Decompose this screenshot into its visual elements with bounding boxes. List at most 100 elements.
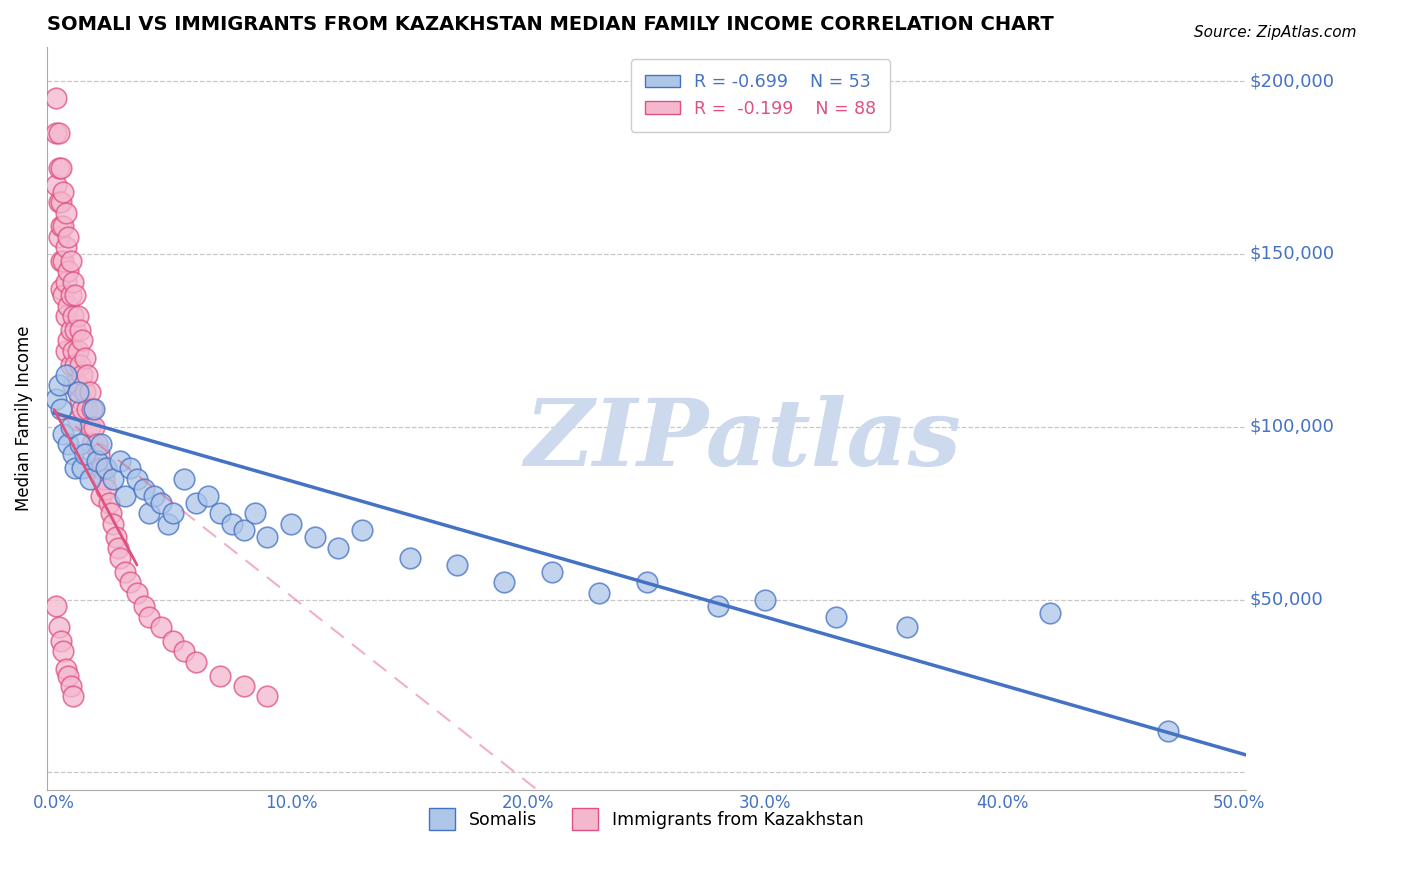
Point [52, 288, 75, 302]
Point [72, 334, 94, 348]
Point [69, 437, 91, 451]
Point [52, 253, 75, 268]
Point [83, 419, 105, 434]
Point [125, 472, 148, 486]
Point [540, 565, 562, 579]
Point [65, 461, 87, 475]
Point [65, 358, 87, 372]
Point [256, 530, 278, 544]
Point [132, 599, 155, 614]
Point [55, 343, 77, 358]
Point [59, 253, 82, 268]
Point [103, 472, 125, 486]
Point [48, 378, 70, 392]
Point [72, 368, 94, 382]
Point [352, 524, 374, 538]
Point [110, 454, 132, 468]
Point [138, 506, 160, 520]
Point [162, 634, 184, 648]
Point [45, 392, 67, 406]
Point [69, 392, 91, 406]
Point [66, 413, 89, 427]
Point [110, 551, 132, 566]
Point [208, 668, 231, 682]
Point [49, 219, 72, 234]
Point [232, 679, 254, 693]
Point [636, 575, 658, 590]
Point [48, 229, 70, 244]
Point [706, 599, 728, 614]
Point [59, 679, 82, 693]
Point [59, 323, 82, 337]
Point [173, 644, 195, 658]
Point [45, 178, 67, 192]
Point [114, 489, 136, 503]
Point [73, 351, 96, 365]
Point [90, 437, 112, 451]
Point [66, 385, 89, 400]
Point [49, 634, 72, 648]
Point [59, 358, 82, 372]
Point [125, 585, 148, 599]
Point [62, 309, 84, 323]
Point [58, 229, 80, 244]
Y-axis label: Median Family Income: Median Family Income [15, 326, 32, 511]
Text: $100,000: $100,000 [1250, 417, 1334, 436]
Text: $150,000: $150,000 [1250, 245, 1336, 263]
Point [52, 219, 75, 234]
Point [55, 309, 77, 323]
Point [398, 551, 420, 566]
Point [52, 644, 75, 658]
Point [79, 472, 101, 486]
Point [58, 668, 80, 682]
Text: $50,000: $50,000 [1250, 591, 1323, 608]
Point [588, 585, 610, 599]
Point [754, 592, 776, 607]
Point [103, 516, 125, 531]
Point [62, 275, 84, 289]
Point [90, 461, 112, 475]
Point [48, 126, 70, 140]
Point [48, 195, 70, 210]
Point [55, 205, 77, 219]
Point [93, 472, 115, 486]
Point [186, 655, 208, 669]
Point [49, 253, 72, 268]
Point [149, 620, 172, 634]
Point [58, 299, 80, 313]
Point [97, 496, 120, 510]
Point [86, 461, 108, 475]
Point [65, 323, 87, 337]
Point [94, 482, 117, 496]
Point [62, 343, 84, 358]
Point [79, 419, 101, 434]
Point [221, 516, 243, 531]
Point [55, 662, 77, 676]
Point [896, 620, 918, 634]
Point [1039, 607, 1062, 621]
Point [62, 378, 84, 392]
Point [446, 558, 468, 572]
Point [66, 378, 89, 392]
Point [49, 402, 72, 417]
Point [58, 264, 80, 278]
Point [149, 496, 172, 510]
Text: ZIPatlas: ZIPatlas [524, 395, 962, 485]
Point [55, 275, 77, 289]
Point [76, 402, 98, 417]
Point [83, 402, 105, 417]
Point [73, 447, 96, 461]
Point [58, 334, 80, 348]
Point [52, 426, 75, 441]
Point [132, 482, 155, 496]
Point [494, 575, 516, 590]
Point [76, 368, 98, 382]
Legend: Somalis, Immigrants from Kazakhstan: Somalis, Immigrants from Kazakhstan [422, 802, 870, 837]
Point [90, 489, 112, 503]
Point [62, 690, 84, 704]
Point [72, 402, 94, 417]
Point [173, 472, 195, 486]
Point [94, 461, 117, 475]
Point [104, 530, 127, 544]
Point [65, 288, 87, 302]
